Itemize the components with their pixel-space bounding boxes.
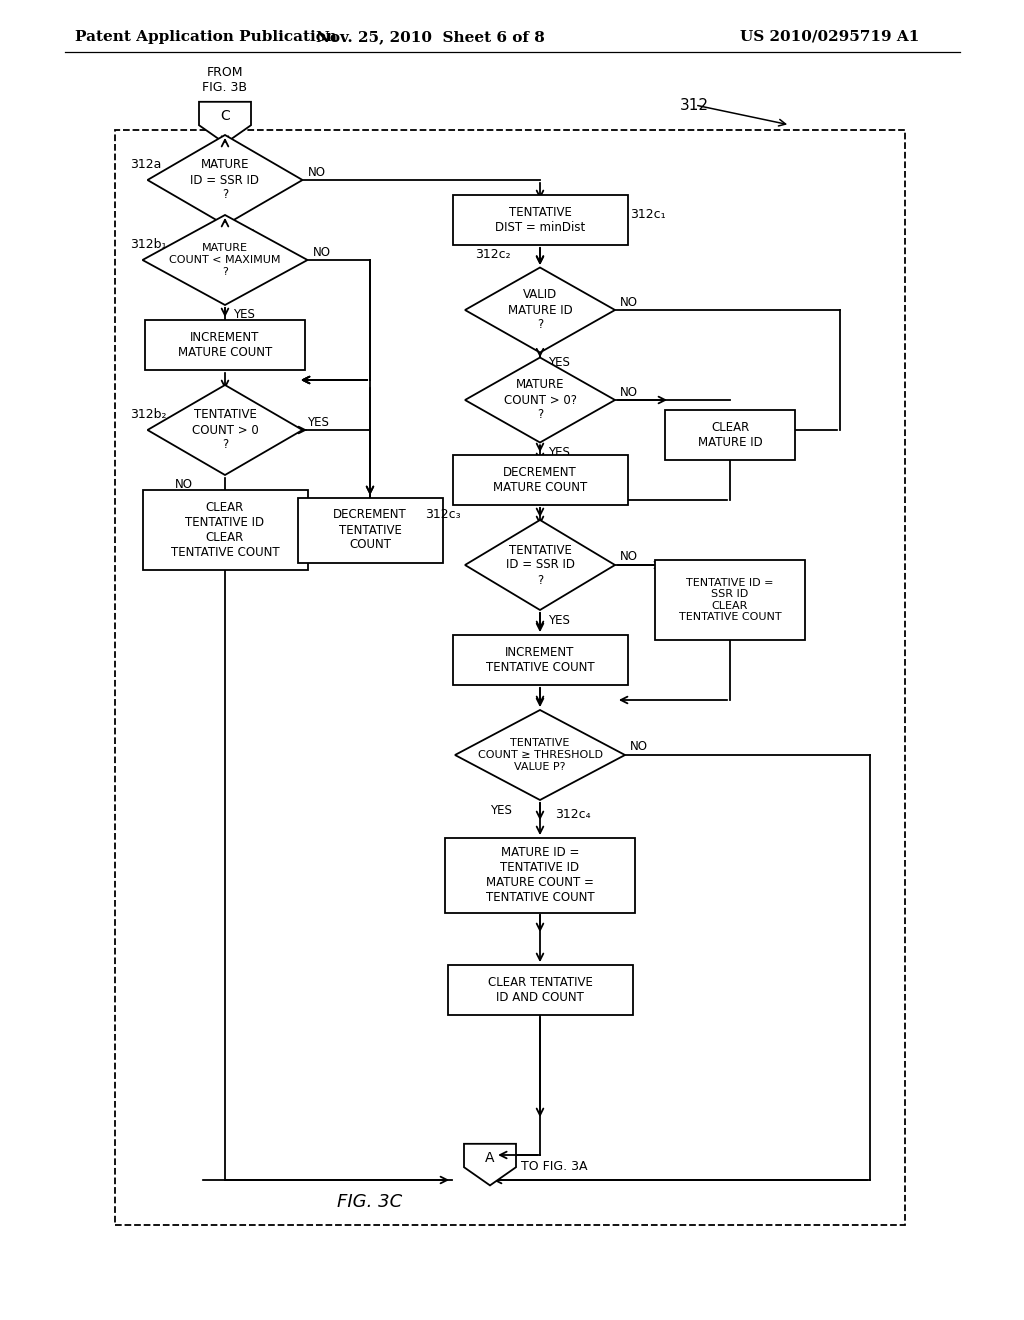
Text: YES: YES	[548, 614, 570, 627]
Text: TENTATIVE
COUNT ≥ THRESHOLD
VALUE P?: TENTATIVE COUNT ≥ THRESHOLD VALUE P?	[477, 738, 602, 772]
Polygon shape	[464, 1144, 516, 1185]
Text: MATURE
ID = SSR ID
?: MATURE ID = SSR ID ?	[190, 158, 259, 202]
Text: YES: YES	[490, 804, 512, 817]
Text: TENTATIVE
ID = SSR ID
?: TENTATIVE ID = SSR ID ?	[506, 544, 574, 586]
Text: MATURE
COUNT < MAXIMUM
?: MATURE COUNT < MAXIMUM ?	[169, 243, 281, 277]
Text: NO: NO	[620, 385, 638, 399]
Bar	[665, 411, 795, 459]
Polygon shape	[465, 268, 615, 352]
Text: DECREMENT
MATURE COUNT: DECREMENT MATURE COUNT	[493, 466, 587, 494]
Bar	[142, 490, 307, 570]
Text: 312c₃: 312c₃	[425, 508, 461, 521]
Text: YES: YES	[548, 446, 570, 458]
Text: 312b₂: 312b₂	[130, 408, 167, 421]
Text: INCREMENT
MATURE COUNT: INCREMENT MATURE COUNT	[178, 331, 272, 359]
Text: CLEAR
MATURE ID: CLEAR MATURE ID	[697, 421, 763, 449]
Bar	[453, 455, 628, 506]
Polygon shape	[142, 215, 307, 305]
Text: TO FIG. 3A: TO FIG. 3A	[521, 1160, 588, 1173]
Text: CLEAR
TENTATIVE ID
CLEAR
TENTATIVE COUNT: CLEAR TENTATIVE ID CLEAR TENTATIVE COUNT	[171, 502, 280, 558]
Text: TENTATIVE
DIST = minDist: TENTATIVE DIST = minDist	[495, 206, 585, 234]
Bar	[145, 319, 305, 370]
Text: NO: NO	[620, 550, 638, 564]
Text: TENTATIVE ID =
SSR ID
CLEAR
TENTATIVE COUNT: TENTATIVE ID = SSR ID CLEAR TENTATIVE CO…	[679, 578, 781, 623]
Text: CLEAR TENTATIVE
ID AND COUNT: CLEAR TENTATIVE ID AND COUNT	[487, 975, 593, 1005]
Text: INCREMENT
TENTATIVE COUNT: INCREMENT TENTATIVE COUNT	[485, 645, 594, 675]
Text: FROM
FIG. 3B: FROM FIG. 3B	[203, 66, 248, 94]
Polygon shape	[465, 520, 615, 610]
Text: 312a: 312a	[130, 158, 162, 172]
Text: TENTATIVE
COUNT > 0
?: TENTATIVE COUNT > 0 ?	[191, 408, 258, 451]
Text: MATURE
COUNT > 0?
?: MATURE COUNT > 0? ?	[504, 379, 577, 421]
Bar	[453, 195, 628, 246]
Text: A: A	[485, 1151, 495, 1166]
Polygon shape	[199, 102, 251, 144]
Text: YES: YES	[548, 355, 570, 368]
Text: NO: NO	[312, 246, 331, 259]
Bar	[115, 129, 905, 1225]
Text: C: C	[220, 110, 229, 123]
Polygon shape	[147, 385, 302, 475]
Text: NO: NO	[620, 296, 638, 309]
Bar	[655, 560, 805, 640]
Bar	[447, 965, 633, 1015]
Text: NO: NO	[307, 165, 326, 178]
Bar	[453, 635, 628, 685]
Polygon shape	[465, 358, 615, 442]
Text: FIG. 3C: FIG. 3C	[337, 1193, 402, 1210]
Text: 312c₂: 312c₂	[475, 248, 511, 261]
Text: NO: NO	[175, 479, 193, 491]
Text: 312b₁: 312b₁	[130, 239, 167, 252]
Text: Nov. 25, 2010  Sheet 6 of 8: Nov. 25, 2010 Sheet 6 of 8	[315, 30, 545, 44]
Text: YES: YES	[233, 309, 255, 322]
Text: Patent Application Publication: Patent Application Publication	[75, 30, 337, 44]
Text: 312: 312	[680, 98, 709, 112]
Bar	[445, 837, 635, 912]
Text: MATURE ID =
TENTATIVE ID
MATURE COUNT =
TENTATIVE COUNT: MATURE ID = TENTATIVE ID MATURE COUNT = …	[485, 846, 594, 904]
Text: 312c₁: 312c₁	[630, 209, 666, 222]
Text: US 2010/0295719 A1: US 2010/0295719 A1	[740, 30, 920, 44]
Text: DECREMENT
TENTATIVE
COUNT: DECREMENT TENTATIVE COUNT	[333, 508, 407, 552]
Text: NO: NO	[630, 741, 648, 754]
Bar	[298, 498, 442, 562]
Text: YES: YES	[233, 228, 255, 242]
Text: VALID
MATURE ID
?: VALID MATURE ID ?	[508, 289, 572, 331]
Polygon shape	[147, 135, 302, 224]
Text: 312c₄: 312c₄	[555, 808, 591, 821]
Polygon shape	[455, 710, 625, 800]
Text: YES: YES	[307, 416, 330, 429]
